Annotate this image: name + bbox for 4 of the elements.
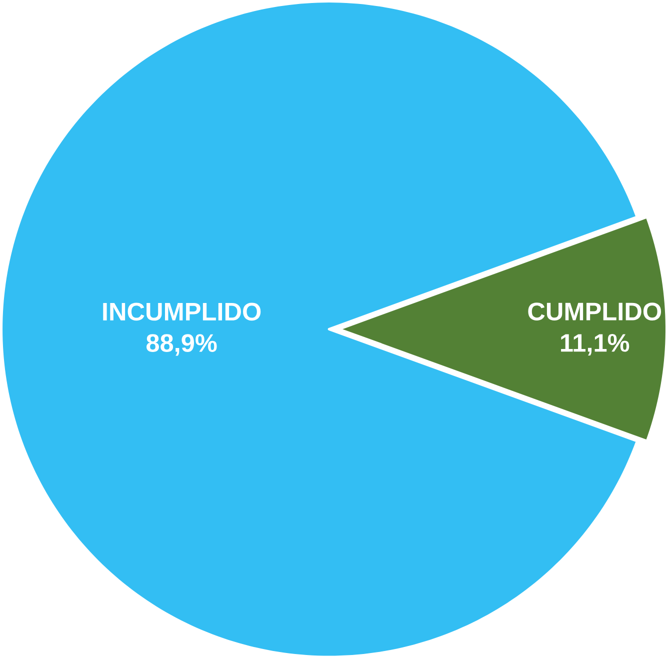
slice-label: CUMPLIDO bbox=[528, 302, 662, 320]
data-label: 11,1% bbox=[561, 334, 630, 356]
data-label: 88,9% bbox=[146, 334, 217, 356]
slice-label: INCUMPLIDO bbox=[103, 302, 261, 321]
